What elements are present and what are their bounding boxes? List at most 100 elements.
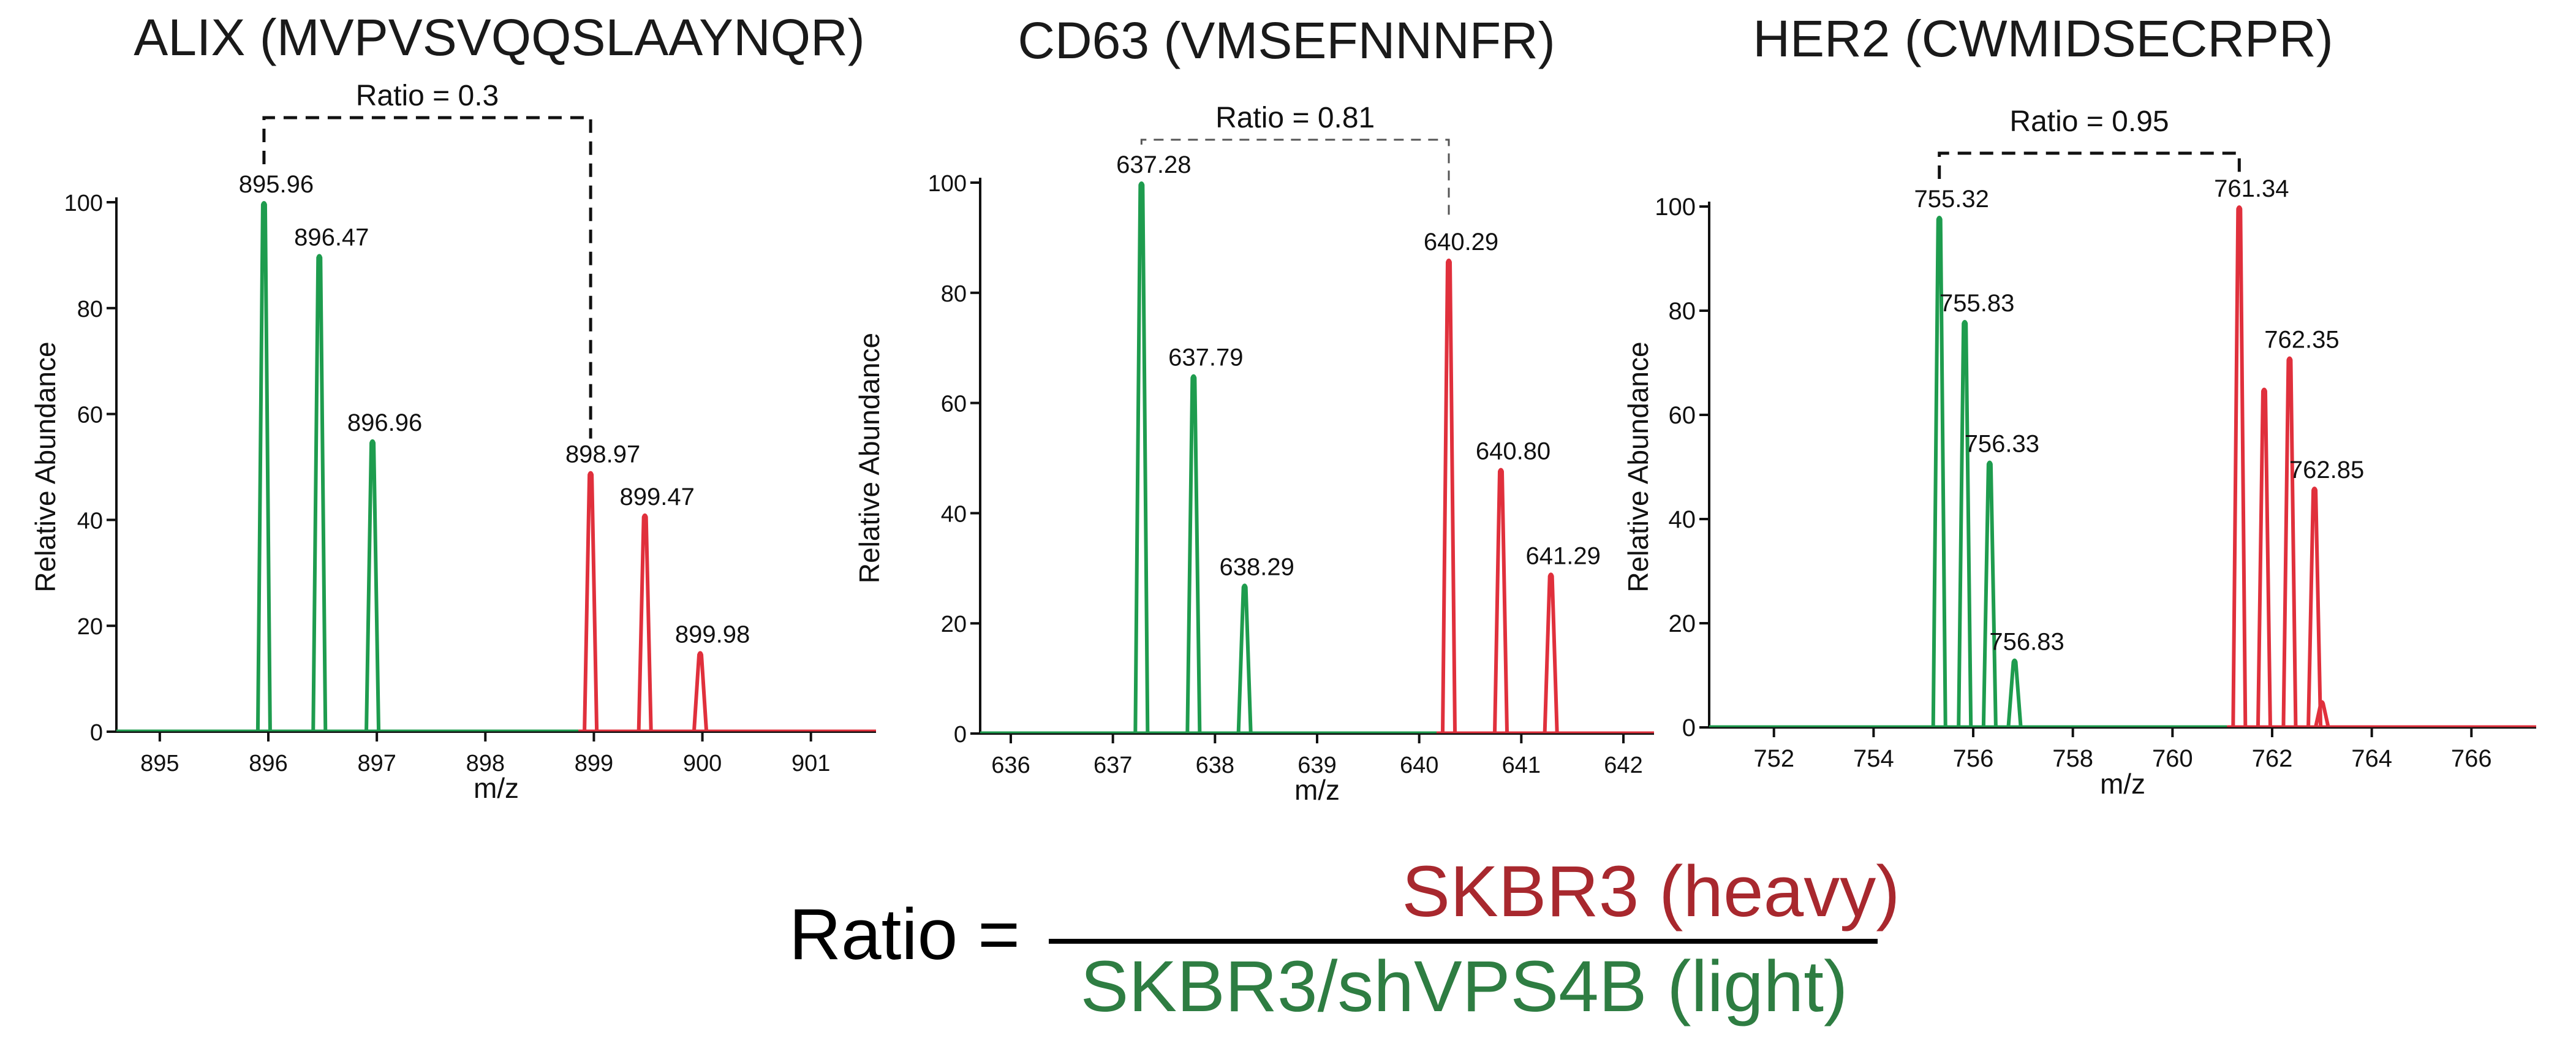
x-axis-label: m/z <box>2100 768 2145 800</box>
peak-label: 756.33 <box>1965 431 2039 458</box>
x-tick-label: 762 <box>2252 745 2293 772</box>
peak-light <box>364 439 381 731</box>
x-tick-label: 756 <box>1953 745 1994 772</box>
peak-label: 755.32 <box>1914 186 1989 213</box>
chart-title: CD63 (VMSEFNNNFR) <box>1018 12 1555 69</box>
y-tick-label: 100 <box>64 191 103 216</box>
peak-heavy <box>1543 572 1559 733</box>
x-tick-label: 895 <box>140 751 179 776</box>
x-tick-label: 640 <box>1400 753 1438 778</box>
peak-label: 640.80 <box>1476 438 1551 465</box>
y-tick-label: 60 <box>941 392 967 417</box>
x-tick-label: 766 <box>2451 745 2492 772</box>
formula-numerator: SKBR3 (heavy) <box>1402 851 1900 932</box>
x-tick-label: 901 <box>791 751 830 776</box>
chart-panel-3: HER2 (CWMIDSECRPR) 0 20 40 60 80 100 752 754 756 7… <box>1622 10 2536 800</box>
peak-label: 637.28 <box>1116 151 1191 178</box>
peak-heavy <box>2231 205 2248 727</box>
x-tick-label: 639 <box>1297 753 1336 778</box>
peak-heavy <box>2314 700 2330 727</box>
y-tick-label: 40 <box>1669 506 1696 533</box>
y-axis-label: Relative Abundance <box>29 341 61 592</box>
peak-heavy <box>583 471 599 731</box>
peak-label: 762.85 <box>2289 457 2364 484</box>
peak-light <box>1185 374 1202 733</box>
peak-heavy <box>692 651 709 731</box>
peak-label: 896.96 <box>347 409 422 436</box>
ratio-label: Ratio = 0.95 <box>2009 105 2169 138</box>
y-axis-label: Relative Abundance <box>1622 341 1654 592</box>
peak-label: 896.47 <box>294 224 369 251</box>
peak-label: 637.79 <box>1168 344 1243 371</box>
peak-label: 638.29 <box>1219 553 1294 580</box>
y-tick-label: 80 <box>77 297 103 322</box>
y-tick-label: 0 <box>90 720 103 746</box>
y-tick-label: 80 <box>1669 298 1696 325</box>
peak-label: 755.83 <box>1940 290 2014 317</box>
x-tick-label: 752 <box>1753 745 1794 772</box>
y-tick-label: 100 <box>1655 194 1696 221</box>
chart-panel-2: CD63 (VMSEFNNNFR) 0 20 40 60 80 100 636 637 638 63… <box>853 12 1654 806</box>
x-tick-label: 641 <box>1502 753 1541 778</box>
y-tick-label: 40 <box>941 501 967 527</box>
ratio-bracket <box>1938 151 2241 179</box>
ratio-label: Ratio = 0.3 <box>356 80 499 112</box>
charts-layer: ALIX (MVPVSVQQSLAAYNQR) 0 20 40 60 80 100 895 89… <box>29 9 2536 806</box>
peak-light <box>311 254 328 731</box>
peak-label: 641.29 <box>1525 542 1600 569</box>
peak-label: 762.35 <box>2264 327 2339 354</box>
peak-heavy <box>636 513 653 731</box>
x-tick-label: 764 <box>2351 745 2392 772</box>
ratio-formula: Ratio = SKBR3 (heavy) SKBR3/shVPS4B (lig… <box>789 851 1900 1027</box>
peak-light <box>1931 216 1947 727</box>
peak-label: 898.97 <box>565 441 640 468</box>
formula-lhs: Ratio = <box>789 894 1020 975</box>
x-axis-label: m/z <box>474 772 519 804</box>
x-tick-label: 897 <box>357 751 396 776</box>
peak-heavy <box>1441 258 1457 733</box>
peak-label: 761.34 <box>2214 175 2289 202</box>
x-tick-label: 638 <box>1196 753 1234 778</box>
x-tick-label: 642 <box>1604 753 1642 778</box>
peak-light <box>1133 181 1150 733</box>
peak-light <box>255 201 272 731</box>
x-tick-label: 896 <box>249 751 287 776</box>
x-tick-label: 760 <box>2152 745 2193 772</box>
peak-label: 899.47 <box>620 484 695 510</box>
y-tick-label: 60 <box>1669 402 1696 429</box>
peak-label: 756.83 <box>1989 629 2064 656</box>
y-tick-label: 0 <box>954 722 967 748</box>
x-tick-label: 636 <box>991 753 1030 778</box>
y-tick-label: 20 <box>1669 610 1696 637</box>
y-tick-label: 100 <box>928 171 967 197</box>
x-tick-label: 898 <box>466 751 505 776</box>
chart-title: ALIX (MVPVSVQQSLAAYNQR) <box>134 9 864 66</box>
chart-panel-1: ALIX (MVPVSVQQSLAAYNQR) 0 20 40 60 80 100 895 89… <box>29 9 876 804</box>
y-tick-label: 0 <box>1682 715 1696 742</box>
peak-light <box>1957 320 1973 727</box>
peak-heavy <box>2306 487 2323 727</box>
peak-label: 640.29 <box>1424 229 1498 256</box>
formula-denominator: SKBR3/shVPS4B (light) <box>1081 946 1848 1027</box>
y-tick-label: 20 <box>77 614 103 640</box>
ratio-bracket <box>1140 138 1450 217</box>
x-axis-label: m/z <box>1294 774 1340 806</box>
peak-heavy <box>1493 468 1509 733</box>
peak-light <box>1236 583 1253 733</box>
peak-heavy <box>2256 387 2272 727</box>
y-tick-label: 80 <box>941 281 967 307</box>
ratio-bracket <box>262 116 592 439</box>
x-tick-label: 758 <box>2052 745 2093 772</box>
chart-title: HER2 (CWMIDSECRPR) <box>1753 10 2333 67</box>
x-tick-label: 754 <box>1853 745 1894 772</box>
x-tick-label: 637 <box>1093 753 1132 778</box>
peak-label: 899.98 <box>675 621 750 648</box>
peak-light <box>1981 460 1998 727</box>
y-axis-label: Relative Abundance <box>853 333 885 583</box>
peak-label: 895.96 <box>239 171 314 198</box>
y-tick-label: 60 <box>77 403 103 428</box>
y-tick-label: 20 <box>941 612 967 637</box>
peak-heavy <box>2281 356 2298 727</box>
x-tick-label: 900 <box>683 751 722 776</box>
